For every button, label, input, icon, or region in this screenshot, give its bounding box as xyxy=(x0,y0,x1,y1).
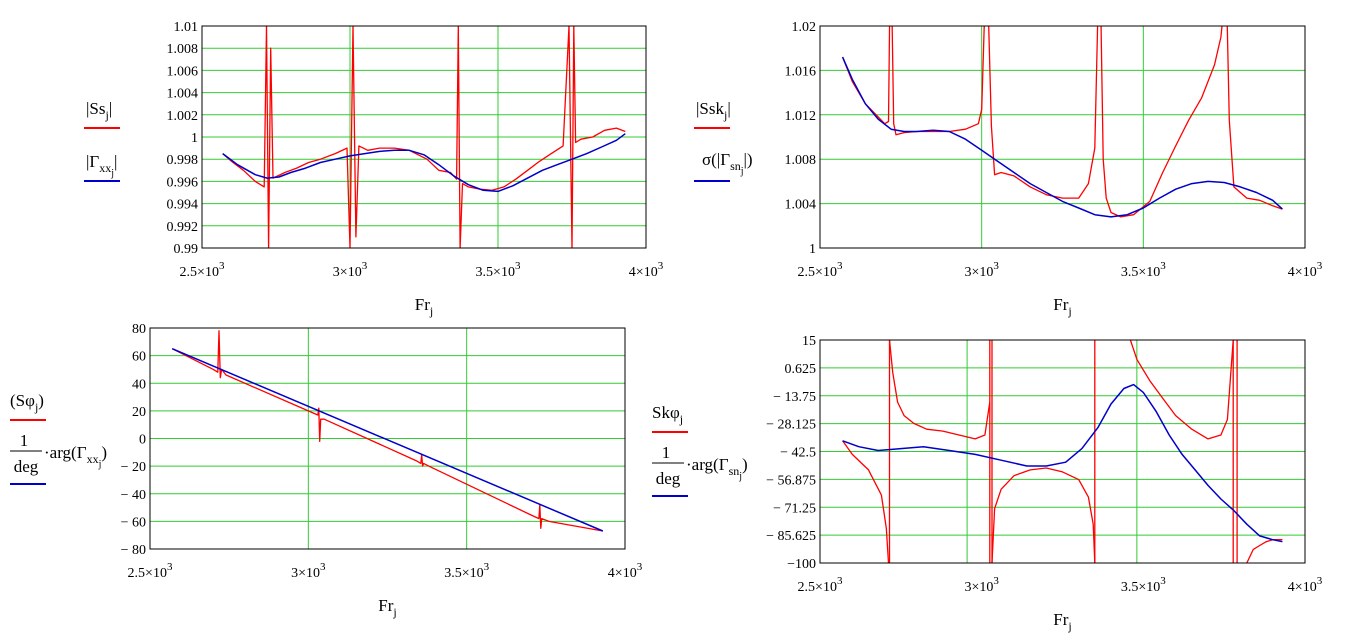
y-tick-label: − 20 xyxy=(121,460,146,475)
series-line-1 xyxy=(841,56,1283,218)
x-axis-label: Frj xyxy=(1053,610,1071,633)
legend: |Ssj| |Γxxj| xyxy=(84,99,120,182)
legend-fraction-num: 1 xyxy=(20,431,29,450)
legend-entry: Skφj xyxy=(652,403,683,426)
x-tick-label: 3×103 xyxy=(333,260,368,280)
legend-fraction-den: deg xyxy=(14,457,39,476)
y-tick-label: 1 xyxy=(809,242,816,257)
series-line-0 xyxy=(888,340,991,440)
chart-bottom-right: −100 − 85.625 − 71.25 − 56.875 − 42.5 − 28.12… xyxy=(652,334,1323,633)
plot-frame xyxy=(819,339,1306,564)
y-tick-label: 0.996 xyxy=(167,175,199,190)
y-tick-label: 80 xyxy=(132,322,146,337)
x-axis-label: Frj xyxy=(1053,295,1071,318)
x-tick-label: 3×103 xyxy=(291,561,326,581)
series-line-4 xyxy=(1246,539,1283,563)
series-line-2 xyxy=(991,467,1096,563)
y-tick-label: 1 xyxy=(191,131,198,146)
x-tick-label: 2.5×103 xyxy=(798,575,843,595)
y-tick-label: − 40 xyxy=(121,488,146,503)
y-tick-label: 1.016 xyxy=(785,64,817,79)
chart-top-left: 0.99 0.992 0.994 0.996 0.998 1 1.002 1.004 1.006… xyxy=(84,20,664,318)
legend-entry: |Γxxj| xyxy=(86,152,117,179)
y-tick-label: 40 xyxy=(132,377,146,392)
series-line-1 xyxy=(842,440,890,563)
y-tick-label: − 13.75 xyxy=(773,390,816,405)
x-tick-label: 3.5×103 xyxy=(1121,260,1166,280)
y-tick-label: 0.992 xyxy=(167,220,199,235)
y-tick-label: 60 xyxy=(132,350,146,365)
x-tick-label: 4×103 xyxy=(629,260,664,280)
y-tick-label: − 80 xyxy=(121,543,146,558)
legend-entry: σ(|Γsnj|) xyxy=(702,150,753,177)
legend-entry: |Sskj| xyxy=(696,99,731,122)
legend-entry: (Sφj) xyxy=(10,391,44,414)
x-tick-label: 2.5×103 xyxy=(180,260,225,280)
series-line-6 xyxy=(842,383,1283,543)
x-tick-label: 3×103 xyxy=(964,575,999,595)
series-line-1 xyxy=(171,348,604,532)
y-tick-label: 0.99 xyxy=(174,242,199,257)
legend-entry: |Ssj| xyxy=(86,99,112,122)
y-tick-label: 1.008 xyxy=(785,153,817,168)
y-tick-label: − 42.5 xyxy=(780,446,816,461)
x-tick-label: 3×103 xyxy=(964,260,999,280)
legend-entry: ·arg(Γsnj) xyxy=(686,455,748,482)
y-tick-label: 20 xyxy=(132,405,146,420)
y-tick-label: − 56.875 xyxy=(766,473,816,488)
y-tick-label: − 71.25 xyxy=(773,501,816,516)
x-tick-label: 4×103 xyxy=(1288,575,1323,595)
y-tick-label: 0.994 xyxy=(167,198,199,213)
y-tick-label: 0.625 xyxy=(785,362,817,377)
plot-frame xyxy=(149,327,626,550)
y-tick-label: 1.004 xyxy=(785,198,817,213)
y-tick-label: 15 xyxy=(802,334,816,349)
y-tick-label: 1.01 xyxy=(174,20,199,35)
series-line-0 xyxy=(222,26,626,248)
plot-frame xyxy=(201,25,647,249)
y-tick-label: − 85.625 xyxy=(766,529,816,544)
x-tick-label: 4×103 xyxy=(1288,260,1323,280)
series-line-5 xyxy=(888,340,1238,563)
plot-frame xyxy=(819,25,1306,249)
x-tick-label: 3.5×103 xyxy=(1121,575,1166,595)
y-tick-label: 1.006 xyxy=(167,64,199,79)
legend: Skφj 1 deg ·arg(Γsnj) xyxy=(652,403,748,497)
y-tick-label: 0 xyxy=(139,433,146,448)
y-tick-label: 0.998 xyxy=(167,153,199,168)
x-tick-label: 2.5×103 xyxy=(128,561,173,581)
legend: |Sskj| σ(|Γsnj|) xyxy=(694,99,753,182)
series-line-0 xyxy=(841,26,1283,218)
x-axis-label: Frj xyxy=(415,295,433,318)
legend-fraction-num: 1 xyxy=(662,443,671,462)
legend-fraction-den: deg xyxy=(656,469,681,488)
x-tick-label: 2.5×103 xyxy=(798,260,843,280)
series-line-3 xyxy=(1129,340,1234,440)
series-line-1 xyxy=(222,133,626,193)
y-tick-label: − 60 xyxy=(121,515,146,530)
chart-top-right: 1 1.004 1.008 1.012 1.016 1.02 2.5×103 3×103 3.5… xyxy=(694,20,1323,318)
y-tick-label: 1.02 xyxy=(792,20,817,35)
y-tick-label: − 28.125 xyxy=(766,418,816,433)
x-tick-label: 3.5×103 xyxy=(476,260,521,280)
y-tick-label: 1.012 xyxy=(785,109,817,124)
legend-entry: ·arg(Γxxj) xyxy=(44,443,107,470)
legend: (Sφj) 1 deg ·arg(Γxxj) xyxy=(10,391,107,485)
chart-bottom-left: − 80 − 60 − 40 − 20 0 20 40 60 80 2.5×103 3×103 3.5… xyxy=(10,322,643,619)
x-axis-label: Frj xyxy=(378,596,396,619)
x-tick-label: 4×103 xyxy=(608,561,643,581)
y-tick-label: −100 xyxy=(787,557,816,572)
y-tick-label: 1.008 xyxy=(167,42,199,57)
y-tick-label: 1.002 xyxy=(167,109,199,124)
y-tick-label: 1.004 xyxy=(167,87,199,102)
series-line-0 xyxy=(171,330,603,532)
x-tick-label: 3.5×103 xyxy=(444,561,489,581)
